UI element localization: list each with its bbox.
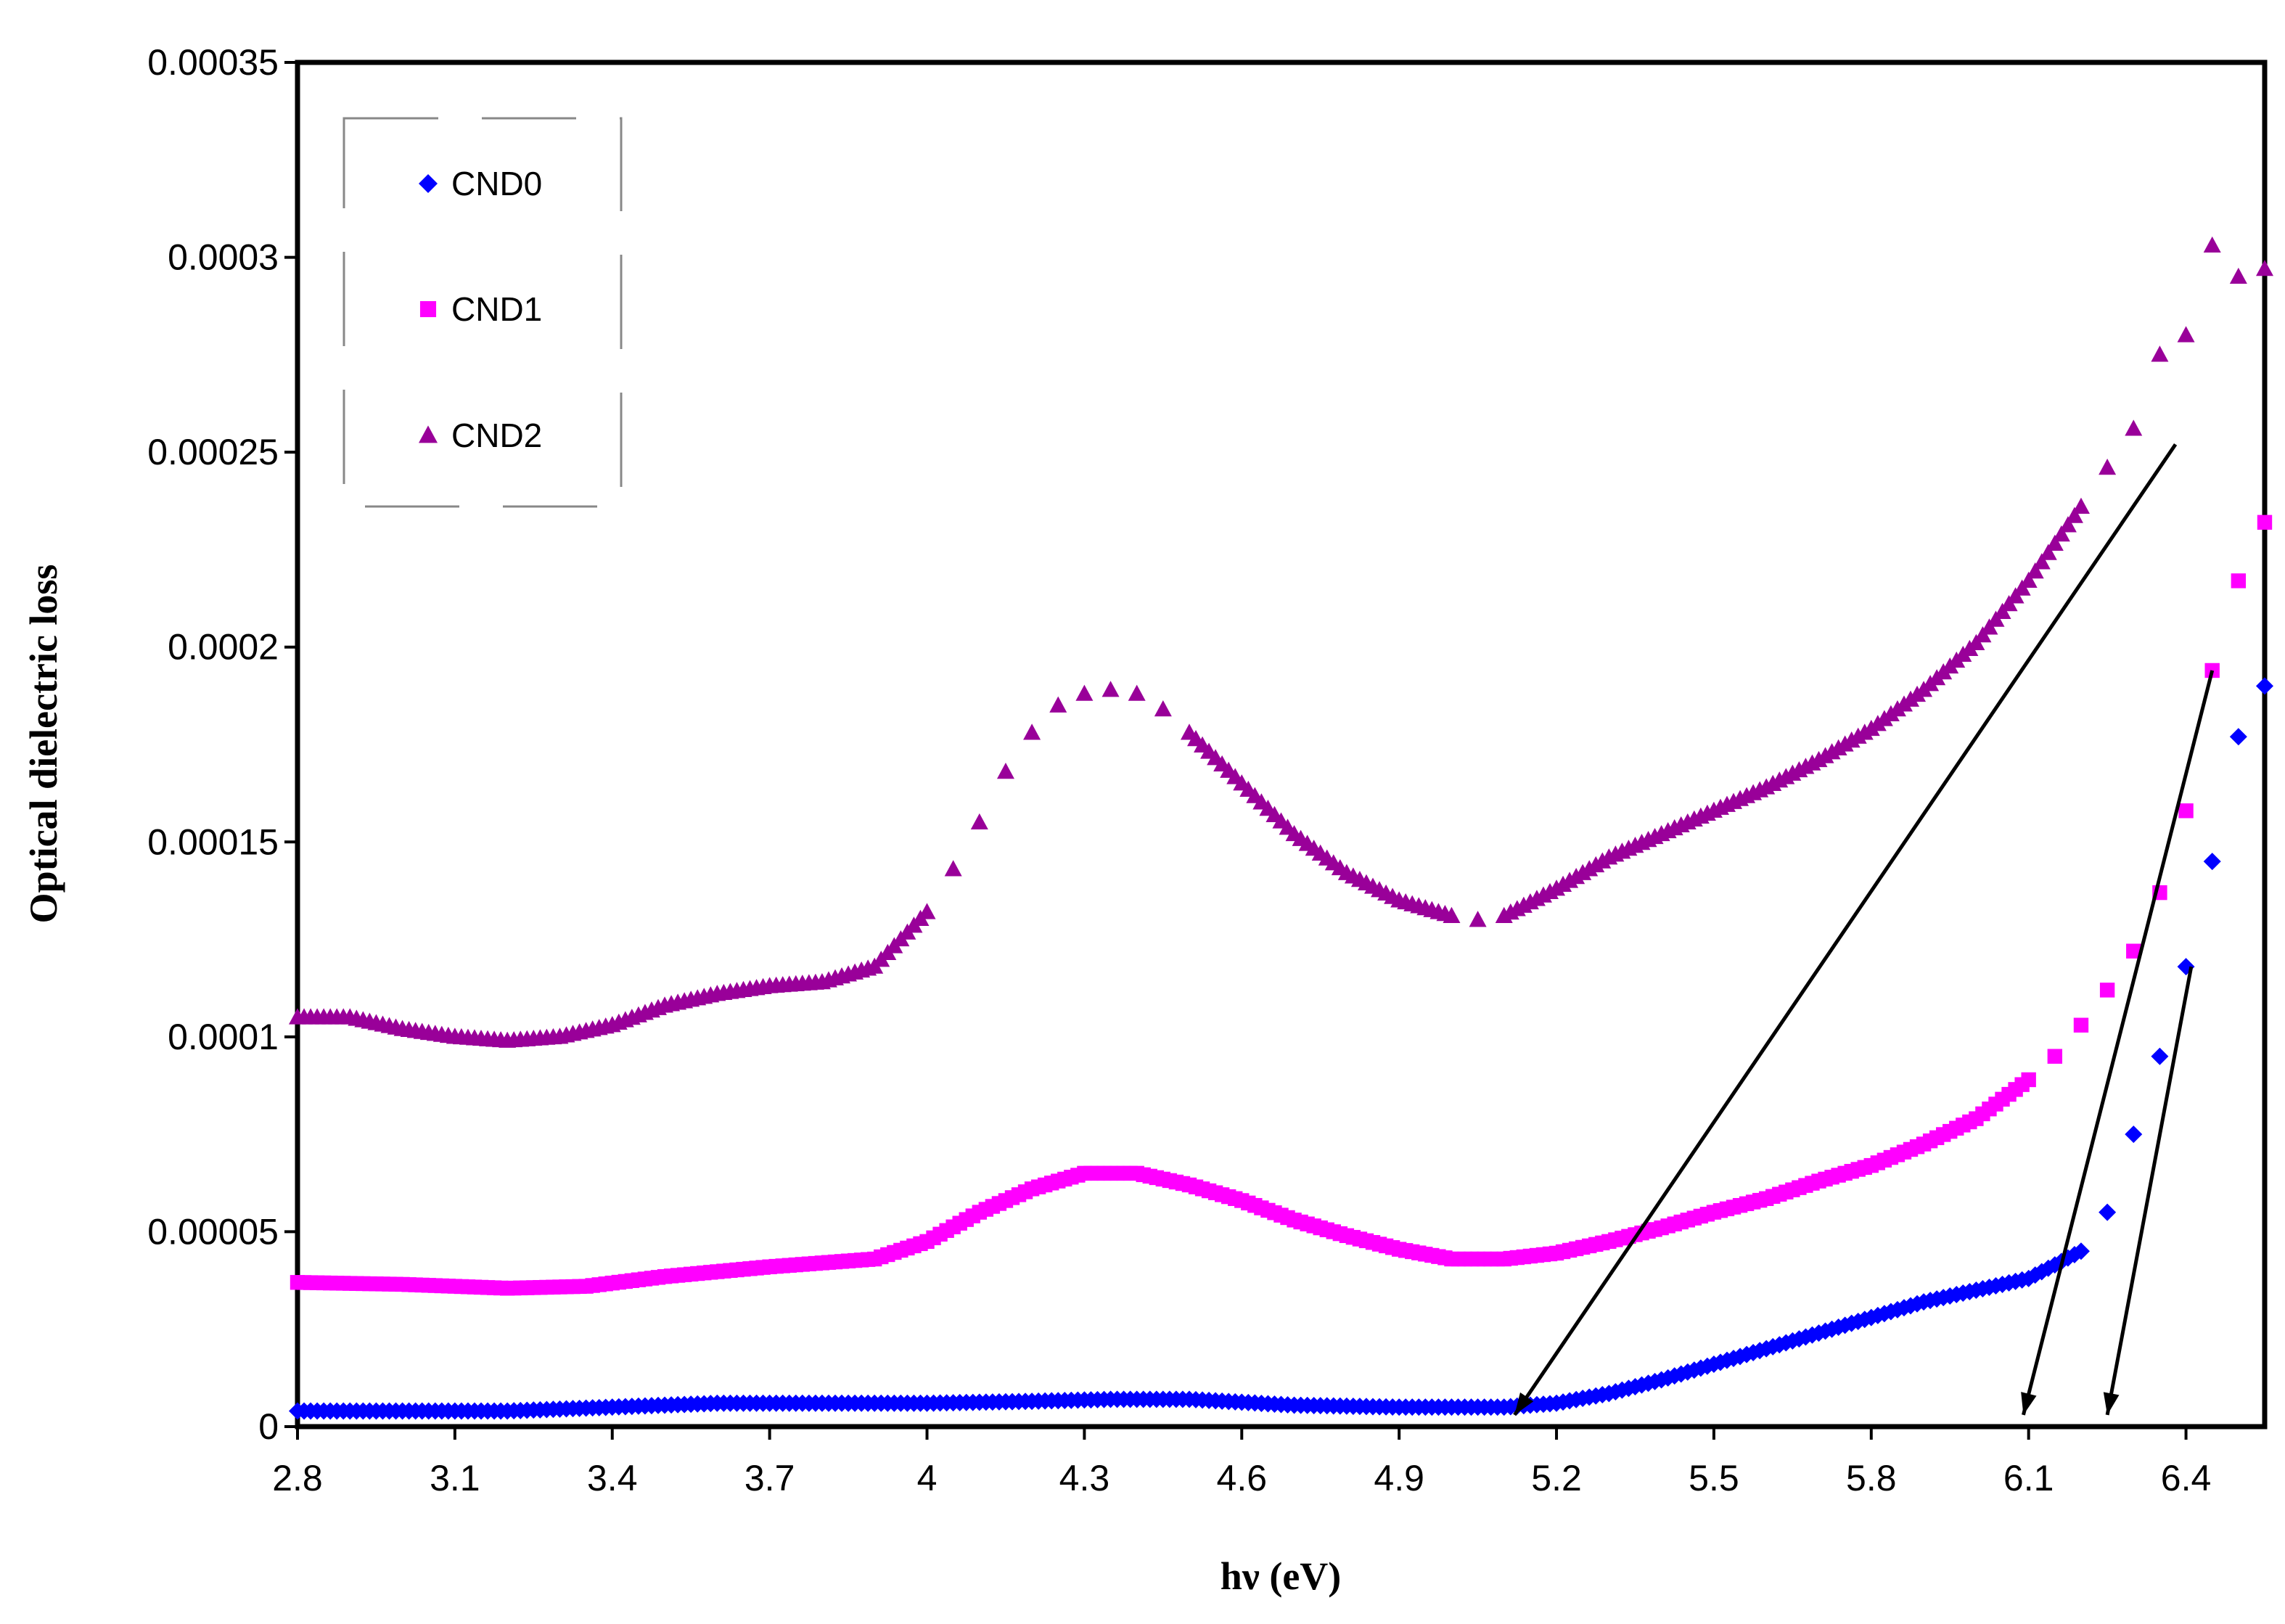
legend-label-cnd2: CND2 [451,417,542,454]
x-tick-label: 2.8 [272,1458,323,1498]
data-point [2229,728,2247,746]
data-point [1154,700,1172,717]
data-point [2072,497,2090,514]
x-tick-label: 4.6 [1217,1458,1268,1498]
x-tick-label: 3.4 [587,1458,638,1498]
data-point [970,813,988,830]
y-tick-label: 0.00025 [147,432,279,472]
data-point [2151,345,2169,362]
x-tick-label: 4 [917,1458,938,1498]
y-tick-label: 0.00035 [147,42,279,83]
data-point [2072,1242,2090,1260]
data-point [2178,803,2194,819]
data-point [2047,1049,2063,1064]
data-point [1023,723,1041,740]
data-point [2203,853,2221,871]
data-point [2019,571,2038,588]
x-tick-label: 5.5 [1689,1458,1739,1498]
data-point [1128,684,1146,701]
arrow-head [2021,1392,2037,1415]
y-tick-label: 0.00005 [147,1211,279,1252]
x-tick-label: 4.9 [1374,1458,1424,1498]
data-point [2099,983,2115,998]
x-tick-label: 3.7 [744,1458,795,1498]
arrow-line [2105,966,2194,1416]
legend-label-cnd0: CND0 [451,165,542,202]
y-axis: 0 0.00005 0.0001 0.00015 0.0002 0.00025 0.0003… [147,42,298,1447]
legend: CND0 CND1 CND2 [342,117,623,508]
data-point [918,903,936,919]
data-point [2073,1017,2089,1033]
data-point [2126,943,2141,959]
data-point [1443,906,1461,923]
legend-label-cnd1: CND1 [451,290,542,328]
y-tick-label: 0.0003 [168,237,279,278]
x-axis: 2.8 3.1 3.4 3.7 4 4.3 4.6 4.9 5.2 5.5 5.8 6.1 6.4 [272,1427,2211,1498]
data-point [2026,562,2044,579]
plot-area-frame [295,60,2268,1430]
data-point [1049,696,1067,713]
data-point [2059,516,2077,533]
data-point [2032,553,2051,570]
data-point [2229,267,2247,284]
data-point [2099,1203,2117,1221]
y-tick-label: 0.0002 [168,627,279,668]
data-point [2203,236,2221,253]
legend-marker-cnd0 [419,174,438,193]
x-tick-label: 5.2 [1531,1458,1582,1498]
data-point [2052,525,2070,542]
arrow-head [1514,1392,1534,1415]
x-tick-label: 6.1 [2003,1458,2054,1498]
y-tick-label: 0.00015 [147,821,279,862]
arrow-head [2103,1392,2120,1415]
series-layer [289,236,2273,1420]
data-point [2125,419,2143,436]
data-point [2256,260,2273,276]
data-point [2065,507,2083,523]
x-tick-label: 3.1 [430,1458,480,1498]
data-point [2231,573,2247,589]
arrow-layer [1513,443,2215,1416]
data-point [2099,459,2117,475]
data-point [2151,1047,2169,1065]
data-point [2046,534,2064,551]
x-tick-label: 4.3 [1059,1458,1110,1498]
arrow-cnd2 [1513,443,2178,1416]
y-tick-label: 0 [258,1406,279,1447]
y-tick-label: 0.0001 [168,1017,279,1057]
legend-marker-cnd1 [419,300,437,318]
data-point [2257,514,2273,530]
data-point [944,860,962,877]
series-cnd0 [289,677,2273,1420]
x-tick-label: 6.4 [2161,1458,2212,1498]
arrow-line [2022,670,2215,1416]
legend-marker-cnd2 [419,425,438,443]
legend-box [342,117,623,508]
data-point [996,763,1014,779]
x-tick-label: 5.8 [1846,1458,1897,1498]
y-axis-title: Optical dielectric loss [22,565,65,924]
arrow-cnd0 [2103,966,2194,1416]
data-point [1075,684,1094,701]
data-point [2125,1125,2143,1144]
data-point [2021,1072,2036,1088]
x-axis-title: hν (eV) [1221,1554,1342,1598]
data-point [1102,681,1120,697]
data-point [2256,677,2273,695]
data-point [1469,911,1487,927]
arrow-cnd1 [2021,670,2215,1416]
series-cnd1 [290,514,2273,1296]
data-point [2039,544,2057,560]
series-cnd2 [289,236,2273,1048]
arrow-line [1513,443,2178,1416]
data-point [2177,326,2195,343]
